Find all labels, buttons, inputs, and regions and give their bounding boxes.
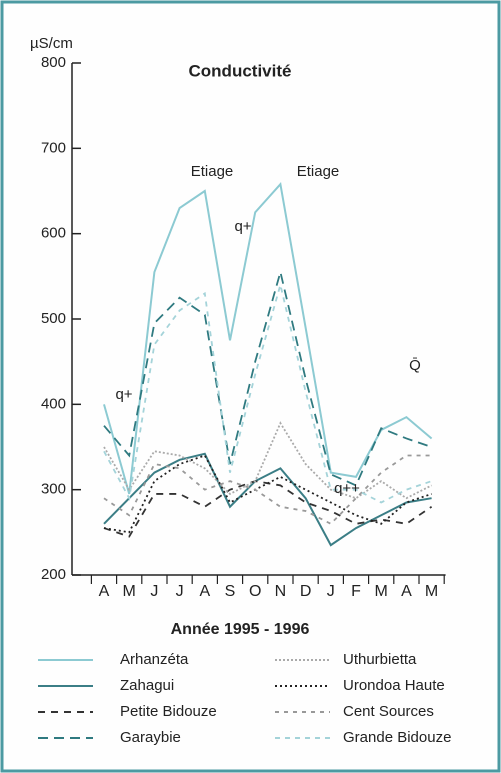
x-tick-label: J	[150, 583, 158, 600]
x-tick-label: M	[425, 583, 438, 600]
x-tick-label: M	[375, 583, 388, 600]
y-tick-label: 400	[41, 395, 66, 412]
x-tick-label: A	[99, 583, 110, 600]
legend-label: Arhanzéta	[120, 651, 189, 668]
legend-label: Urondoa Haute	[343, 677, 445, 694]
legend-label: Grande Bidouze	[343, 729, 451, 746]
y-tick-label: 800	[41, 54, 66, 71]
x-tick-label: A	[199, 583, 210, 600]
legend-label: Petite Bidouze	[120, 703, 217, 720]
legend-label: Cent Sources	[343, 703, 434, 720]
series-line	[103, 268, 432, 487]
x-tick-label: F	[351, 583, 361, 600]
x-tick-label: N	[275, 583, 287, 600]
x-tick-label: M	[123, 583, 136, 600]
x-tick-label: O	[249, 583, 261, 600]
x-tick-label: J	[327, 583, 335, 600]
legend-label: Uthurbietta	[343, 651, 417, 668]
legend-label: Zahagui	[120, 677, 174, 694]
annotation: Etiage	[191, 163, 234, 180]
y-tick-label: 700	[41, 139, 66, 156]
series-line	[103, 421, 433, 500]
x-tick-label: D	[300, 583, 312, 600]
annotation: Etiage	[297, 163, 340, 180]
annotation: Q̄	[409, 357, 421, 374]
chart-title: Conductivité	[189, 61, 292, 80]
series-line	[103, 281, 432, 504]
x-tick-label: J	[176, 583, 184, 600]
annotation: q+	[234, 218, 251, 235]
y-tick-label: 300	[41, 481, 66, 498]
series-line	[103, 452, 432, 547]
series-line	[103, 454, 432, 525]
y-unit: µS/cm	[30, 35, 73, 52]
x-axis-label: Année 1995 - 1996	[171, 621, 310, 638]
x-tick-label: A	[401, 583, 412, 600]
annotation: q+	[115, 386, 132, 403]
series-line	[103, 454, 432, 534]
y-tick-label: 600	[41, 225, 66, 242]
y-tick-label: 500	[41, 310, 66, 327]
x-tick-label: S	[225, 583, 236, 600]
y-tick-label: 200	[41, 566, 66, 583]
annotation: q++	[334, 480, 360, 497]
legend-label: Garaybie	[120, 729, 181, 746]
series-line	[103, 181, 433, 495]
